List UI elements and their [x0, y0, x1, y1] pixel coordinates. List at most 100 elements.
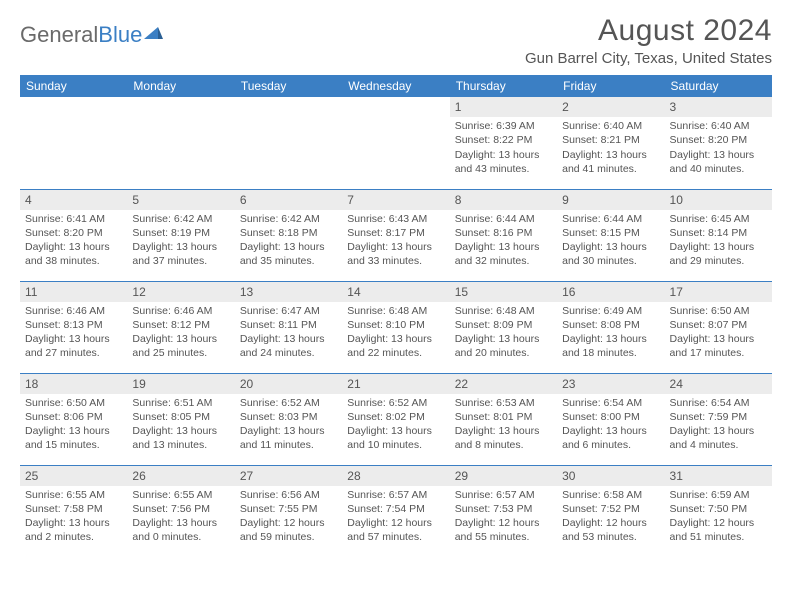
- calendar-day-cell: 30Sunrise: 6:58 AMSunset: 7:52 PMDayligh…: [557, 465, 664, 557]
- day-detail: Sunrise: 6:51 AMSunset: 8:05 PMDaylight:…: [127, 396, 234, 456]
- day-detail: Sunrise: 6:55 AMSunset: 7:58 PMDaylight:…: [20, 488, 127, 548]
- day-detail: Sunrise: 6:42 AMSunset: 8:18 PMDaylight:…: [235, 212, 342, 272]
- day-detail: Sunrise: 6:40 AMSunset: 8:20 PMDaylight:…: [665, 119, 772, 179]
- calendar-week-row: 1Sunrise: 6:39 AMSunset: 8:22 PMDaylight…: [20, 97, 772, 189]
- location-text: Gun Barrel City, Texas, United States: [525, 50, 772, 67]
- calendar-day-cell: 26Sunrise: 6:55 AMSunset: 7:56 PMDayligh…: [127, 465, 234, 557]
- logo-text-2: Blue: [98, 22, 142, 48]
- logo: GeneralBlue: [20, 14, 164, 48]
- calendar-day-cell: 5Sunrise: 6:42 AMSunset: 8:19 PMDaylight…: [127, 189, 234, 281]
- day-detail: Sunrise: 6:47 AMSunset: 8:11 PMDaylight:…: [235, 304, 342, 364]
- calendar-day-cell: 7Sunrise: 6:43 AMSunset: 8:17 PMDaylight…: [342, 189, 449, 281]
- calendar-day-cell: [235, 97, 342, 189]
- day-number: 20: [235, 374, 342, 394]
- day-number: 29: [450, 466, 557, 486]
- day-number: 6: [235, 190, 342, 210]
- calendar-day-cell: 13Sunrise: 6:47 AMSunset: 8:11 PMDayligh…: [235, 281, 342, 373]
- calendar-day-cell: 27Sunrise: 6:56 AMSunset: 7:55 PMDayligh…: [235, 465, 342, 557]
- day-number: 23: [557, 374, 664, 394]
- weekday-header: Friday: [557, 75, 664, 97]
- weekday-header: Saturday: [665, 75, 772, 97]
- calendar-week-row: 18Sunrise: 6:50 AMSunset: 8:06 PMDayligh…: [20, 373, 772, 465]
- calendar-day-cell: [342, 97, 449, 189]
- day-number: 4: [20, 190, 127, 210]
- calendar-day-cell: 15Sunrise: 6:48 AMSunset: 8:09 PMDayligh…: [450, 281, 557, 373]
- weekday-header: Wednesday: [342, 75, 449, 97]
- day-number: 1: [450, 97, 557, 117]
- day-detail: Sunrise: 6:41 AMSunset: 8:20 PMDaylight:…: [20, 212, 127, 272]
- day-number: 19: [127, 374, 234, 394]
- calendar-body: 1Sunrise: 6:39 AMSunset: 8:22 PMDaylight…: [20, 97, 772, 557]
- day-detail: Sunrise: 6:46 AMSunset: 8:13 PMDaylight:…: [20, 304, 127, 364]
- calendar-day-cell: 20Sunrise: 6:52 AMSunset: 8:03 PMDayligh…: [235, 373, 342, 465]
- day-number: 3: [665, 97, 772, 117]
- day-number: 2: [557, 97, 664, 117]
- day-detail: Sunrise: 6:44 AMSunset: 8:15 PMDaylight:…: [557, 212, 664, 272]
- day-number: 16: [557, 282, 664, 302]
- day-number: 25: [20, 466, 127, 486]
- day-number: 26: [127, 466, 234, 486]
- day-number: 24: [665, 374, 772, 394]
- calendar-day-cell: 11Sunrise: 6:46 AMSunset: 8:13 PMDayligh…: [20, 281, 127, 373]
- calendar-day-cell: [127, 97, 234, 189]
- calendar-day-cell: 2Sunrise: 6:40 AMSunset: 8:21 PMDaylight…: [557, 97, 664, 189]
- day-number: 22: [450, 374, 557, 394]
- weekday-header: Tuesday: [235, 75, 342, 97]
- calendar-day-cell: 31Sunrise: 6:59 AMSunset: 7:50 PMDayligh…: [665, 465, 772, 557]
- calendar-day-cell: 23Sunrise: 6:54 AMSunset: 8:00 PMDayligh…: [557, 373, 664, 465]
- day-detail: Sunrise: 6:50 AMSunset: 8:06 PMDaylight:…: [20, 396, 127, 456]
- weekday-header: Thursday: [450, 75, 557, 97]
- header: GeneralBlue August 2024 Gun Barrel City,…: [20, 14, 772, 73]
- calendar-day-cell: 6Sunrise: 6:42 AMSunset: 8:18 PMDaylight…: [235, 189, 342, 281]
- day-number: 31: [665, 466, 772, 486]
- calendar-week-row: 11Sunrise: 6:46 AMSunset: 8:13 PMDayligh…: [20, 281, 772, 373]
- logo-text-1: General: [20, 22, 98, 48]
- calendar-day-cell: 3Sunrise: 6:40 AMSunset: 8:20 PMDaylight…: [665, 97, 772, 189]
- day-number: 5: [127, 190, 234, 210]
- day-detail: Sunrise: 6:57 AMSunset: 7:53 PMDaylight:…: [450, 488, 557, 548]
- day-detail: Sunrise: 6:44 AMSunset: 8:16 PMDaylight:…: [450, 212, 557, 272]
- day-detail: Sunrise: 6:53 AMSunset: 8:01 PMDaylight:…: [450, 396, 557, 456]
- day-detail: Sunrise: 6:43 AMSunset: 8:17 PMDaylight:…: [342, 212, 449, 272]
- day-detail: Sunrise: 6:52 AMSunset: 8:03 PMDaylight:…: [235, 396, 342, 456]
- day-number: 27: [235, 466, 342, 486]
- day-number: 21: [342, 374, 449, 394]
- month-title: August 2024: [525, 14, 772, 48]
- day-number: 8: [450, 190, 557, 210]
- day-number: 15: [450, 282, 557, 302]
- day-number: 13: [235, 282, 342, 302]
- calendar-day-cell: 10Sunrise: 6:45 AMSunset: 8:14 PMDayligh…: [665, 189, 772, 281]
- calendar-day-cell: 21Sunrise: 6:52 AMSunset: 8:02 PMDayligh…: [342, 373, 449, 465]
- day-detail: Sunrise: 6:54 AMSunset: 7:59 PMDaylight:…: [665, 396, 772, 456]
- day-detail: Sunrise: 6:59 AMSunset: 7:50 PMDaylight:…: [665, 488, 772, 548]
- weekday-header: Sunday: [20, 75, 127, 97]
- day-number: 7: [342, 190, 449, 210]
- day-detail: Sunrise: 6:56 AMSunset: 7:55 PMDaylight:…: [235, 488, 342, 548]
- calendar-day-cell: 18Sunrise: 6:50 AMSunset: 8:06 PMDayligh…: [20, 373, 127, 465]
- day-number: 30: [557, 466, 664, 486]
- calendar-day-cell: 28Sunrise: 6:57 AMSunset: 7:54 PMDayligh…: [342, 465, 449, 557]
- day-detail: Sunrise: 6:54 AMSunset: 8:00 PMDaylight:…: [557, 396, 664, 456]
- day-number: 14: [342, 282, 449, 302]
- title-block: August 2024 Gun Barrel City, Texas, Unit…: [525, 14, 772, 73]
- day-detail: Sunrise: 6:50 AMSunset: 8:07 PMDaylight:…: [665, 304, 772, 364]
- day-number: 18: [20, 374, 127, 394]
- logo-mark-icon: [144, 25, 164, 41]
- day-number: 17: [665, 282, 772, 302]
- calendar-day-cell: 16Sunrise: 6:49 AMSunset: 8:08 PMDayligh…: [557, 281, 664, 373]
- calendar-day-cell: 1Sunrise: 6:39 AMSunset: 8:22 PMDaylight…: [450, 97, 557, 189]
- calendar-day-cell: 29Sunrise: 6:57 AMSunset: 7:53 PMDayligh…: [450, 465, 557, 557]
- day-detail: Sunrise: 6:55 AMSunset: 7:56 PMDaylight:…: [127, 488, 234, 548]
- day-detail: Sunrise: 6:48 AMSunset: 8:10 PMDaylight:…: [342, 304, 449, 364]
- day-detail: Sunrise: 6:40 AMSunset: 8:21 PMDaylight:…: [557, 119, 664, 179]
- day-number: 11: [20, 282, 127, 302]
- weekday-header-row: Sunday Monday Tuesday Wednesday Thursday…: [20, 75, 772, 97]
- calendar-day-cell: 4Sunrise: 6:41 AMSunset: 8:20 PMDaylight…: [20, 189, 127, 281]
- day-detail: Sunrise: 6:58 AMSunset: 7:52 PMDaylight:…: [557, 488, 664, 548]
- day-detail: Sunrise: 6:42 AMSunset: 8:19 PMDaylight:…: [127, 212, 234, 272]
- calendar-week-row: 4Sunrise: 6:41 AMSunset: 8:20 PMDaylight…: [20, 189, 772, 281]
- calendar-day-cell: 12Sunrise: 6:46 AMSunset: 8:12 PMDayligh…: [127, 281, 234, 373]
- day-detail: Sunrise: 6:52 AMSunset: 8:02 PMDaylight:…: [342, 396, 449, 456]
- calendar-day-cell: 9Sunrise: 6:44 AMSunset: 8:15 PMDaylight…: [557, 189, 664, 281]
- day-number: 28: [342, 466, 449, 486]
